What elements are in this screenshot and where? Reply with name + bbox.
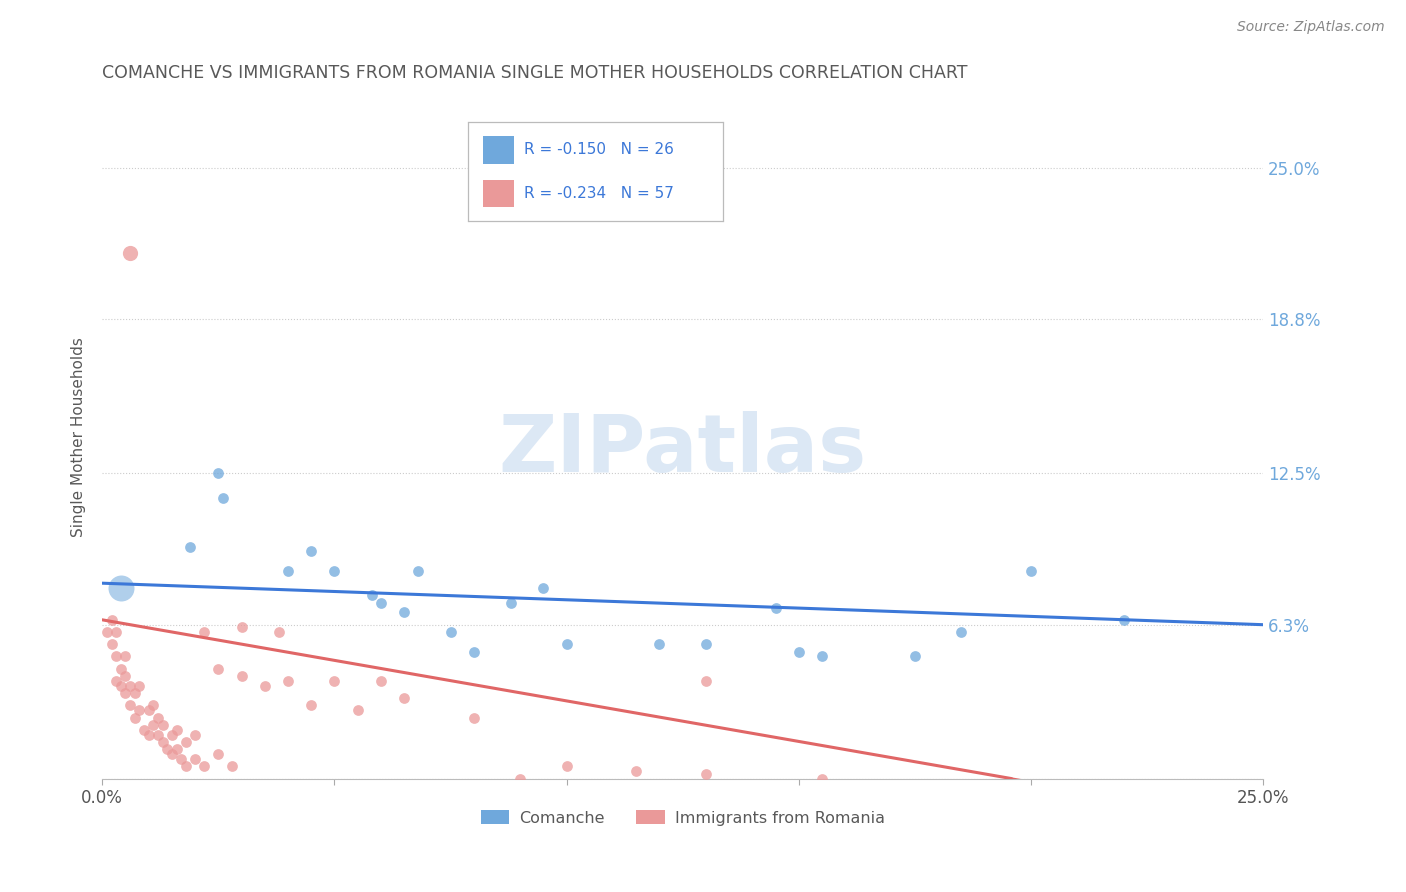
- Point: [142, 698, 165, 713]
- Point: [166, 723, 188, 737]
- Point: [105, 649, 128, 664]
- Point: [146, 710, 169, 724]
- Point: [156, 742, 179, 756]
- Point: [531, 581, 554, 595]
- Point: [267, 625, 290, 640]
- Point: [120, 679, 142, 693]
- Point: [695, 766, 717, 780]
- Point: [138, 728, 160, 742]
- Point: [231, 669, 253, 683]
- Point: [323, 673, 346, 688]
- Point: [142, 718, 165, 732]
- Point: [160, 728, 183, 742]
- Point: [114, 649, 136, 664]
- Point: [463, 644, 485, 658]
- Point: [695, 637, 717, 651]
- Point: [152, 735, 174, 749]
- Point: [184, 752, 207, 766]
- Point: [110, 581, 132, 595]
- Point: [811, 649, 834, 664]
- Point: [212, 491, 235, 505]
- Text: ZIPatlas: ZIPatlas: [499, 411, 868, 490]
- Point: [370, 596, 392, 610]
- Point: [1019, 564, 1042, 578]
- Point: [555, 637, 578, 651]
- Point: [179, 540, 201, 554]
- Point: [100, 637, 122, 651]
- Point: [695, 673, 717, 688]
- Point: [193, 759, 215, 773]
- Point: [146, 728, 169, 742]
- Point: [392, 690, 415, 705]
- Y-axis label: Single Mother Households: Single Mother Households: [72, 336, 86, 537]
- Text: Source: ZipAtlas.com: Source: ZipAtlas.com: [1237, 20, 1385, 34]
- Point: [124, 686, 146, 700]
- Text: COMANCHE VS IMMIGRANTS FROM ROMANIA SINGLE MOTHER HOUSEHOLDS CORRELATION CHART: COMANCHE VS IMMIGRANTS FROM ROMANIA SING…: [103, 64, 967, 82]
- Point: [170, 752, 193, 766]
- Point: [765, 600, 787, 615]
- Point: [105, 625, 128, 640]
- Point: [114, 669, 136, 683]
- Point: [120, 246, 142, 260]
- Point: [100, 613, 122, 627]
- Point: [160, 747, 183, 761]
- Point: [277, 564, 299, 578]
- Point: [124, 710, 146, 724]
- Point: [499, 596, 522, 610]
- Legend: Comanche, Immigrants from Romania: Comanche, Immigrants from Romania: [474, 804, 891, 832]
- Point: [231, 620, 253, 634]
- Point: [277, 673, 299, 688]
- Point: [174, 735, 197, 749]
- Point: [207, 662, 229, 676]
- Point: [193, 625, 215, 640]
- Point: [253, 679, 276, 693]
- Point: [120, 698, 142, 713]
- Point: [207, 747, 229, 761]
- Point: [128, 679, 150, 693]
- Point: [166, 742, 188, 756]
- Point: [904, 649, 927, 664]
- Point: [950, 625, 973, 640]
- Point: [463, 710, 485, 724]
- Point: [110, 662, 132, 676]
- Point: [128, 703, 150, 717]
- Point: [787, 644, 810, 658]
- Point: [152, 718, 174, 732]
- Point: [509, 772, 531, 786]
- Point: [392, 606, 415, 620]
- Point: [138, 703, 160, 717]
- Point: [207, 467, 229, 481]
- Point: [110, 679, 132, 693]
- Point: [626, 764, 648, 779]
- Point: [221, 759, 243, 773]
- Point: [648, 637, 671, 651]
- Point: [346, 703, 368, 717]
- Point: [406, 564, 429, 578]
- Point: [105, 673, 128, 688]
- Point: [174, 759, 197, 773]
- Point: [184, 728, 207, 742]
- Point: [1112, 613, 1135, 627]
- Point: [132, 723, 155, 737]
- Point: [299, 544, 322, 558]
- Point: [299, 698, 322, 713]
- Point: [360, 588, 382, 602]
- Point: [811, 772, 834, 786]
- Point: [439, 625, 461, 640]
- Point: [96, 625, 118, 640]
- Point: [370, 673, 392, 688]
- Point: [555, 759, 578, 773]
- Point: [323, 564, 346, 578]
- Point: [114, 686, 136, 700]
